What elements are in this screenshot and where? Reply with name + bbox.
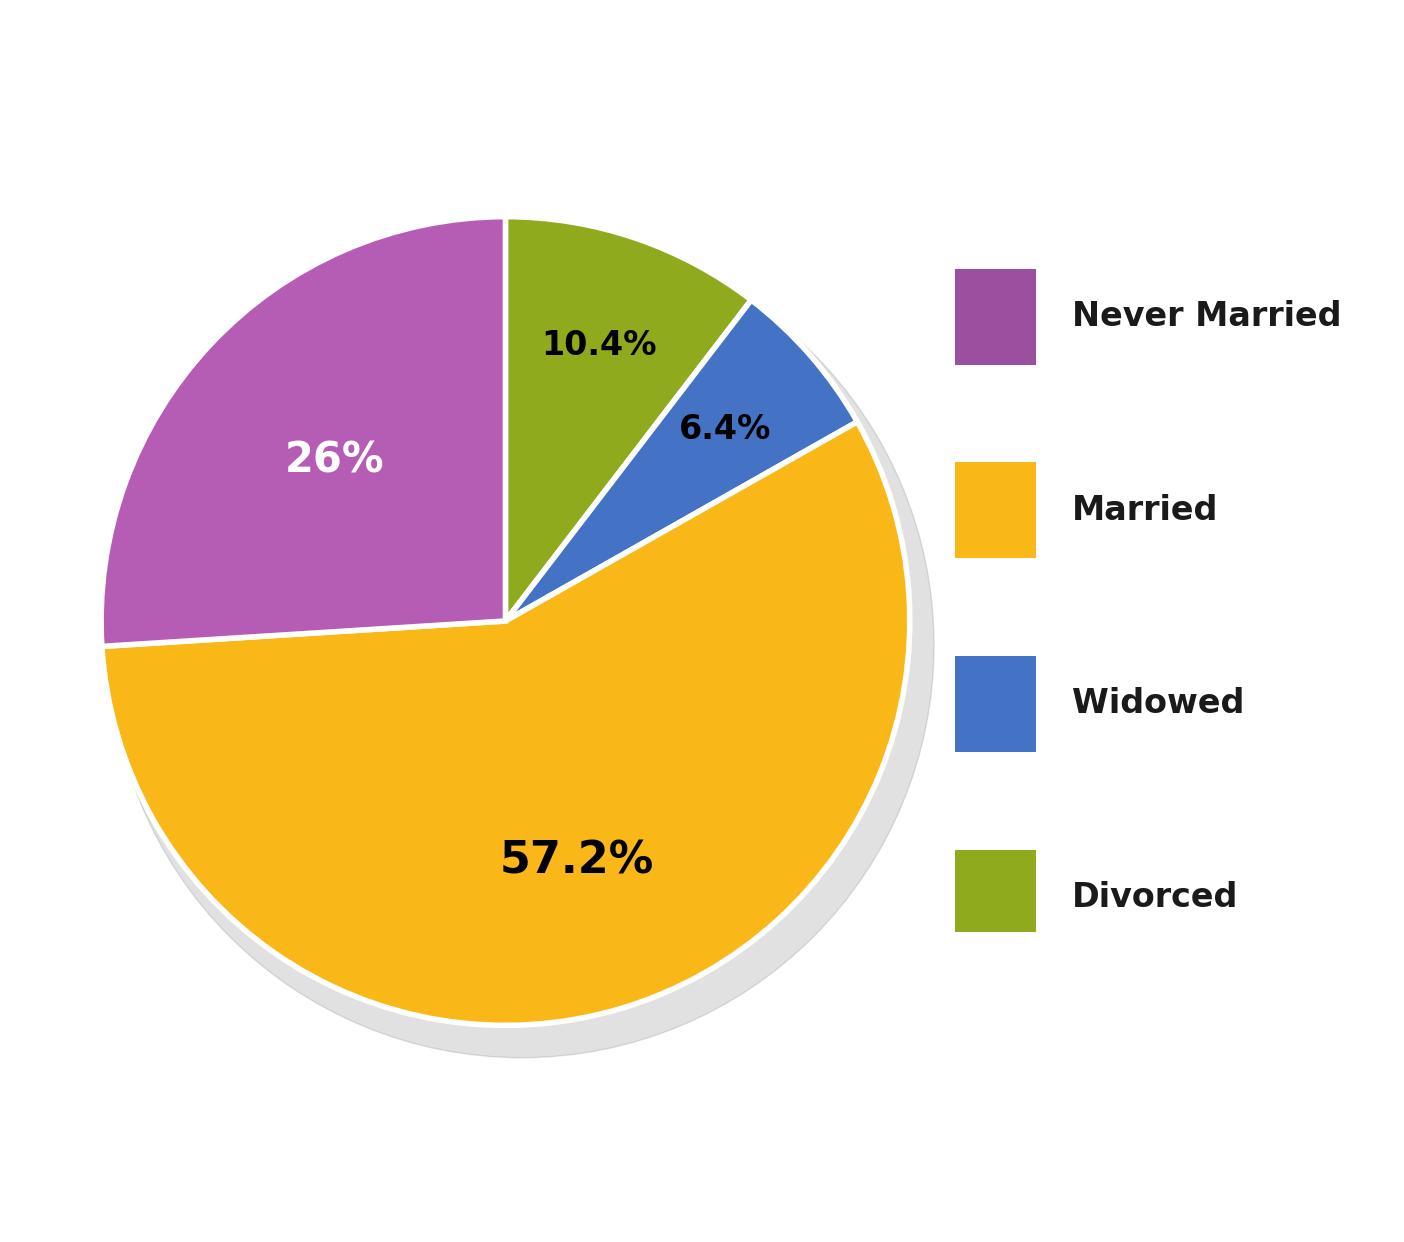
- Wedge shape: [505, 216, 751, 621]
- Wedge shape: [505, 301, 858, 621]
- Text: Widowed: Widowed: [1071, 687, 1244, 720]
- Text: 57.2%: 57.2%: [500, 840, 654, 883]
- Text: 6.4%: 6.4%: [680, 414, 771, 446]
- FancyBboxPatch shape: [955, 656, 1036, 751]
- Text: 26%: 26%: [285, 440, 385, 482]
- Wedge shape: [102, 422, 910, 1026]
- FancyBboxPatch shape: [955, 850, 1036, 945]
- Text: Divorced: Divorced: [1071, 881, 1238, 914]
- Circle shape: [110, 232, 934, 1058]
- Text: Married: Married: [1071, 494, 1217, 527]
- Text: 10.4%: 10.4%: [541, 329, 657, 361]
- Wedge shape: [101, 216, 505, 646]
- FancyBboxPatch shape: [955, 268, 1036, 365]
- Text: Never Married: Never Married: [1071, 301, 1341, 333]
- FancyBboxPatch shape: [955, 462, 1036, 558]
